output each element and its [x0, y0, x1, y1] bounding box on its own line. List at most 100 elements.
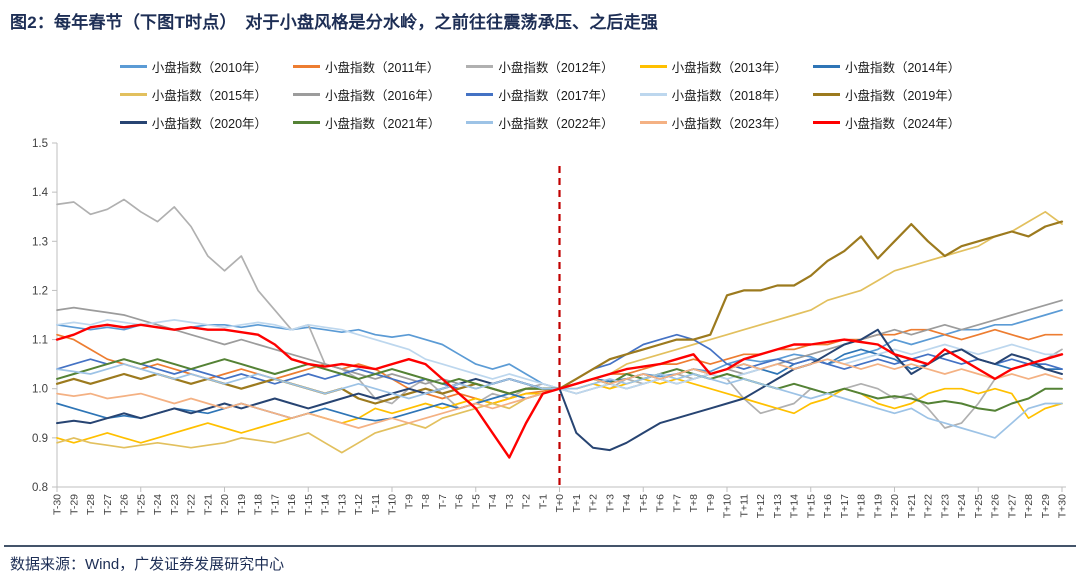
legend-line-swatch [812, 121, 840, 124]
legend-line-swatch [293, 93, 321, 96]
x-tick-label: T+2 [588, 494, 600, 513]
x-tick-label: T+20 [889, 494, 901, 518]
legend-line-swatch [466, 93, 494, 96]
x-tick-label: T-24 [152, 494, 164, 515]
legend-item-2013: 小盘指数（2013年） [639, 57, 787, 76]
x-tick-label: T+4 [621, 494, 633, 513]
data-source: 数据来源：Wind，广发证券发展研究中心 [10, 556, 285, 573]
x-tick-label: T+10 [722, 494, 734, 518]
x-tick-label: T-18 [253, 494, 265, 515]
legend-item-2015: 小盘指数（2015年） [119, 85, 268, 104]
legend-label: 小盘指数（2022年） [498, 117, 614, 131]
x-tick-label: T+28 [1023, 494, 1035, 518]
legend-line-swatch [119, 121, 147, 124]
series-line-2014 [56, 348, 1063, 422]
legend-label: 小盘指数（2010年） [151, 61, 268, 75]
legend-label: 小盘指数（2018年） [671, 89, 787, 103]
x-tick-label: T+21 [906, 494, 918, 518]
series-line-2016 [56, 299, 1063, 395]
legend-line-swatch [639, 93, 667, 96]
legend-item-2023: 小盘指数（2023年） [639, 113, 787, 132]
series-line-2013 [56, 378, 1063, 444]
x-tick-label: T-22 [186, 494, 198, 515]
legend-label: 小盘指数（2016年） [325, 89, 441, 103]
x-tick-label: T+30 [1057, 494, 1069, 518]
x-tick-label: T+15 [805, 494, 817, 518]
x-tick-label: T-20 [219, 494, 231, 515]
x-tick-label: T-2 [521, 494, 533, 509]
x-tick-label: T+23 [939, 494, 951, 518]
series-line-2010 [56, 309, 1063, 390]
x-tick-label: T+22 [923, 494, 935, 518]
x-tick-label: T+26 [990, 494, 1002, 518]
x-tick-label: T-12 [353, 494, 365, 515]
series-line-2023 [56, 358, 1063, 429]
x-tick-label: T+5 [638, 494, 650, 513]
footer-divider [4, 545, 1076, 547]
legend-item-2017: 小盘指数（2017年） [466, 85, 614, 104]
y-tick-label: 0.9 [32, 433, 48, 445]
x-tick-label: T+18 [856, 494, 868, 518]
x-tick-label: T-14 [320, 494, 332, 515]
legend-item-2010: 小盘指数（2010年） [119, 57, 268, 76]
legend: 小盘指数（2010年） 小盘指数（2011年） 小盘指数（2012年） 小盘指数（20… [0, 57, 1080, 132]
x-tick-label: T-30 [52, 494, 64, 515]
x-tick-label: T+1 [571, 494, 583, 513]
x-tick-label: T-7 [437, 494, 449, 509]
legend-item-2019: 小盘指数（2019年） [812, 85, 961, 104]
x-tick-label: T-13 [336, 494, 348, 515]
x-tick-label: T-10 [387, 494, 399, 515]
legend-label: 小盘指数（2023年） [671, 117, 787, 131]
x-tick-label: T-27 [102, 494, 114, 515]
series-line-2021 [56, 358, 1063, 412]
legend-item-2018: 小盘指数（2018年） [639, 85, 787, 104]
legend-line-swatch [812, 93, 840, 96]
x-tick-label: T-26 [119, 494, 131, 515]
x-tick-label: T+11 [738, 494, 750, 518]
x-tick-label: T-9 [403, 494, 415, 509]
x-tick-label: T-23 [169, 494, 181, 515]
legend-line-swatch [639, 121, 667, 124]
x-tick-label: T+12 [755, 494, 767, 518]
legend-item-2022: 小盘指数（2022年） [466, 113, 614, 132]
x-tick-label: T-29 [68, 494, 80, 515]
series-line-2017 [56, 333, 1063, 395]
x-tick-label: T+17 [839, 494, 851, 518]
legend-label: 小盘指数（2014年） [844, 61, 961, 75]
x-tick-label: T+14 [789, 494, 801, 518]
legend-label: 小盘指数（2024年） [844, 117, 961, 131]
legend-item-2016: 小盘指数（2016年） [293, 85, 440, 104]
legend-line-swatch [293, 65, 321, 68]
x-tick-label: T+29 [1040, 494, 1052, 518]
x-tick-label: T-17 [269, 494, 281, 515]
legend-label: 小盘指数（2013年） [671, 61, 787, 75]
y-tick-label: 1.0 [32, 384, 48, 396]
legend-line-swatch [293, 121, 321, 124]
x-tick-label: T+27 [1006, 494, 1018, 518]
legend-item-2021: 小盘指数（2021年） [293, 113, 440, 132]
x-tick-label: T+19 [872, 494, 884, 518]
y-tick-label: 0.8 [32, 482, 48, 494]
series-line-2019 [55, 220, 1064, 405]
y-tick-label: 1.3 [32, 236, 48, 248]
legend-label: 小盘指数（2012年） [498, 61, 614, 75]
y-tick-label: 1.5 [32, 138, 48, 150]
x-tick-label: T+9 [705, 494, 717, 513]
x-tick-label: T+8 [688, 494, 700, 513]
y-tick-label: 1.4 [32, 187, 49, 199]
series-line-2020 [56, 328, 1063, 452]
x-tick-label: T-19 [236, 494, 248, 515]
legend-label: 小盘指数（2019年） [844, 89, 961, 103]
legend-grid: 小盘指数（2010年） 小盘指数（2011年） 小盘指数（2012年） 小盘指数（20… [119, 57, 961, 132]
x-tick-label: T-3 [504, 494, 516, 509]
x-tick-label: T-28 [85, 494, 97, 515]
legend-line-swatch [639, 65, 667, 68]
x-tick-label: T-5 [470, 494, 482, 509]
legend-label: 小盘指数（2015年） [151, 89, 268, 103]
legend-label: 小盘指数（2011年） [325, 61, 440, 75]
legend-item-2012: 小盘指数（2012年） [466, 57, 614, 76]
x-tick-label: T+24 [956, 494, 968, 518]
series-line-2024 [55, 323, 1064, 459]
chart-title: 图2：每年春节（下图T时点） 对于小盘风格是分水岭，之前往往震荡承压、之后走强 [10, 13, 659, 32]
